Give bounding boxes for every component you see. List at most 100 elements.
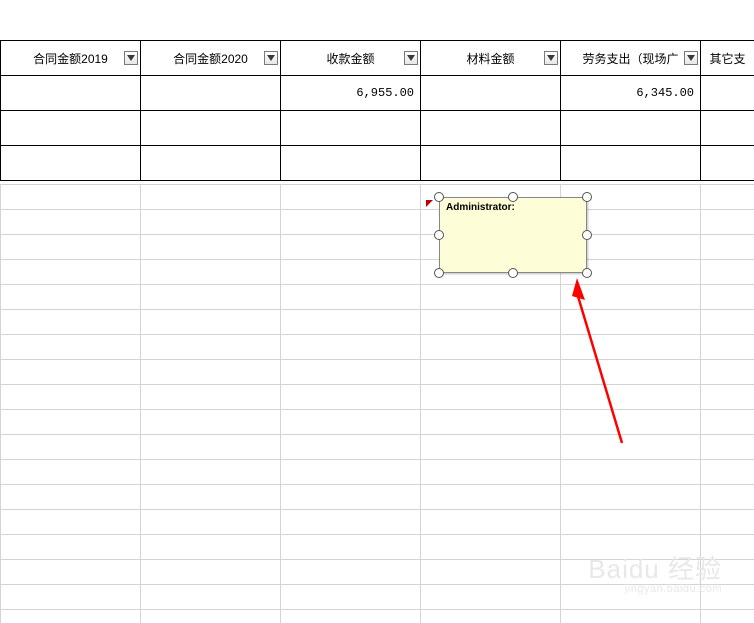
cell[interactable] — [281, 146, 421, 181]
cell[interactable] — [421, 485, 561, 510]
resize-handle-nw[interactable] — [434, 192, 444, 202]
cell[interactable] — [281, 285, 421, 310]
cell[interactable] — [561, 510, 701, 535]
cell[interactable] — [281, 235, 421, 260]
cell[interactable] — [281, 460, 421, 485]
cell[interactable] — [1, 485, 141, 510]
cell[interactable] — [421, 435, 561, 460]
col-header-received[interactable]: 收款金额 — [281, 41, 421, 76]
cell[interactable] — [421, 76, 561, 111]
cell[interactable] — [701, 210, 754, 235]
cell[interactable] — [421, 535, 561, 560]
filter-dropdown-icon[interactable] — [264, 51, 278, 65]
cell[interactable] — [561, 460, 701, 485]
cell[interactable] — [141, 585, 281, 610]
resize-handle-n[interactable] — [508, 192, 518, 202]
filter-dropdown-icon[interactable] — [684, 51, 698, 65]
cell[interactable] — [141, 285, 281, 310]
cell[interactable] — [1, 335, 141, 360]
cell[interactable] — [281, 185, 421, 210]
cell[interactable] — [421, 111, 561, 146]
cell[interactable] — [1, 360, 141, 385]
cell[interactable] — [561, 385, 701, 410]
cell[interactable] — [421, 146, 561, 181]
cell[interactable] — [1, 310, 141, 335]
cell[interactable] — [561, 610, 701, 623]
cell[interactable] — [141, 360, 281, 385]
cell[interactable] — [1, 385, 141, 410]
cell[interactable] — [1, 585, 141, 610]
cell[interactable] — [281, 610, 421, 623]
cell[interactable] — [141, 510, 281, 535]
cell[interactable] — [141, 385, 281, 410]
col-header-labor[interactable]: 劳务支出（现场广 — [561, 41, 701, 76]
resize-handle-se[interactable] — [582, 268, 592, 278]
cell[interactable] — [141, 146, 281, 181]
cell[interactable] — [561, 335, 701, 360]
cell[interactable] — [421, 360, 561, 385]
resize-handle-ne[interactable] — [582, 192, 592, 202]
cell[interactable] — [281, 560, 421, 585]
cell[interactable] — [1, 185, 141, 210]
cell[interactable] — [561, 360, 701, 385]
col-header-contract-2019[interactable]: 合同金额2019 — [1, 41, 141, 76]
cell[interactable] — [1, 410, 141, 435]
filter-dropdown-icon[interactable] — [544, 51, 558, 65]
cell[interactable] — [701, 310, 754, 335]
resize-handle-w[interactable] — [434, 230, 444, 240]
cell[interactable] — [701, 510, 754, 535]
cell[interactable] — [281, 310, 421, 335]
cell[interactable] — [1, 210, 141, 235]
cell[interactable] — [421, 385, 561, 410]
cell[interactable] — [1, 560, 141, 585]
cell[interactable] — [281, 260, 421, 285]
cell[interactable] — [141, 335, 281, 360]
cell[interactable] — [421, 335, 561, 360]
cell[interactable] — [141, 310, 281, 335]
cell[interactable] — [701, 460, 754, 485]
cell[interactable] — [1, 260, 141, 285]
cell[interactable] — [1, 235, 141, 260]
cell[interactable] — [421, 460, 561, 485]
resize-handle-e[interactable] — [582, 230, 592, 240]
cell[interactable] — [561, 310, 701, 335]
cell[interactable] — [421, 610, 561, 623]
cell[interactable] — [421, 585, 561, 610]
cell[interactable] — [701, 260, 754, 285]
cell[interactable] — [1, 111, 141, 146]
col-header-other[interactable]: 其它支 — [701, 41, 754, 76]
cell[interactable] — [141, 260, 281, 285]
cell[interactable] — [281, 360, 421, 385]
cell[interactable] — [141, 485, 281, 510]
cell[interactable] — [141, 610, 281, 623]
filter-dropdown-icon[interactable] — [404, 51, 418, 65]
cell[interactable] — [701, 485, 754, 510]
cell[interactable] — [561, 410, 701, 435]
cell[interactable] — [421, 285, 561, 310]
cell[interactable] — [701, 185, 754, 210]
cell[interactable] — [281, 385, 421, 410]
col-header-contract-2020[interactable]: 合同金额2020 — [141, 41, 281, 76]
cell[interactable] — [281, 585, 421, 610]
cell[interactable] — [421, 560, 561, 585]
cell[interactable] — [561, 435, 701, 460]
cell[interactable] — [561, 485, 701, 510]
cell[interactable] — [421, 410, 561, 435]
cell[interactable] — [701, 111, 754, 146]
cell[interactable] — [701, 76, 754, 111]
filter-dropdown-icon[interactable] — [124, 51, 138, 65]
comment-box[interactable]: Administrator: — [439, 197, 587, 273]
resize-handle-s[interactable] — [508, 268, 518, 278]
cell[interactable] — [281, 435, 421, 460]
cell[interactable] — [141, 435, 281, 460]
cell[interactable] — [1, 435, 141, 460]
cell[interactable] — [141, 185, 281, 210]
cell[interactable] — [1, 76, 141, 111]
cell[interactable] — [561, 146, 701, 181]
cell[interactable] — [141, 410, 281, 435]
cell[interactable] — [701, 235, 754, 260]
cell[interactable] — [1, 146, 141, 181]
cell[interactable] — [561, 111, 701, 146]
cell[interactable] — [701, 610, 754, 623]
cell[interactable] — [1, 610, 141, 623]
